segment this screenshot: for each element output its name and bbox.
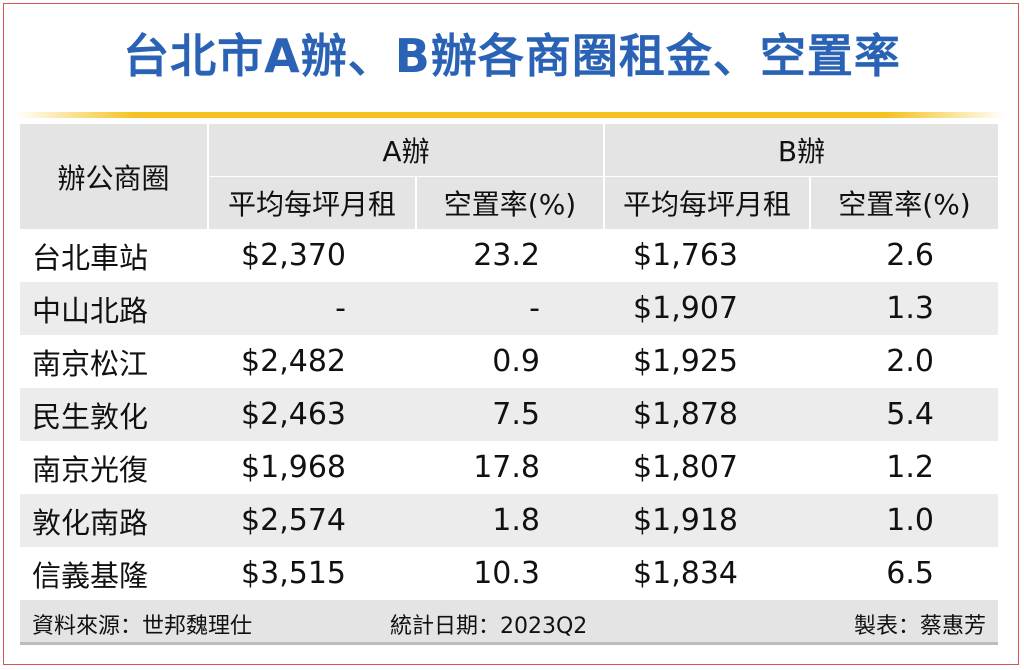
vacancy-a-cell: 7.5 (416, 388, 604, 441)
rent-b-cell: $1,925 (633, 344, 738, 379)
table-row: 中山北路 - - $1,907 1.3 (20, 282, 998, 335)
page-title: 台北市A辦、B辦各商圈租金、空置率 (123, 29, 901, 83)
rent-a-cell: $1,968 (241, 450, 346, 485)
header-rent-b: 平均每坪月租 (603, 176, 810, 229)
rent-b-cell: $1,807 (633, 450, 738, 485)
rent-a-cell: $2,574 (208, 494, 416, 547)
table-row: 民生敦化 $2,463 7.5 $1,878 5.4 (20, 388, 998, 441)
rent-b-cell: $1,878 (604, 388, 810, 441)
rent-a-cell: $2,482 (241, 344, 346, 379)
vacancy-a-cell: 17.8 (473, 450, 540, 485)
vacancy-a-cell: 23.2 (473, 238, 540, 273)
vacancy-a-cell: 10.3 (473, 556, 540, 591)
rent-vacancy-table: 辦公商圈 A辦 B辦 平均每坪月租 空置率(%) 平均每坪月租 空置率(%) 台… (20, 124, 998, 600)
header-row-columns: 平均每坪月租 空置率(%) 平均每坪月租 空置率(%) (20, 176, 998, 229)
statistics-date: 統計日期：2023Q2 (390, 614, 588, 639)
table-row: 台北車站 $2,370 23.2 $1,763 2.6 (20, 229, 998, 282)
header-group-a: A辦 (207, 124, 604, 177)
area-cell: 台北車站 (32, 240, 149, 275)
vacancy-b-cell: 1.3 (810, 282, 998, 335)
header-vacancy-a: 空置率(%) (415, 176, 604, 229)
rent-b-cell: $1,763 (633, 238, 738, 273)
area-cell: 南京松江 (32, 346, 149, 381)
area-cell: 南京光復 (32, 452, 149, 487)
area-cell: 民生敦化 (20, 388, 208, 441)
vacancy-a-cell: - (416, 282, 604, 335)
rent-b-cell: $1,918 (604, 494, 810, 547)
header-vacancy-b: 空置率(%) (809, 176, 998, 229)
table-row: 南京光復 $1,968 17.8 $1,807 1.2 (20, 441, 998, 494)
vacancy-b-cell: 2.0 (886, 344, 934, 379)
area-cell: 信義基隆 (32, 558, 149, 593)
vacancy-a-cell: 1.8 (416, 494, 604, 547)
header-rent-a: 平均每坪月租 (207, 176, 416, 229)
vacancy-b-cell: 5.4 (810, 388, 998, 441)
header-area: 辦公商圈 (20, 124, 208, 229)
vacancy-b-cell: 6.5 (886, 556, 934, 591)
header-row-groups: 辦公商圈 A辦 B辦 (20, 124, 998, 229)
table-row: 信義基隆 $3,515 10.3 $1,834 6.5 (20, 547, 998, 600)
rent-b-cell: $1,834 (633, 556, 738, 591)
rent-a-cell: $2,463 (208, 388, 416, 441)
area-cell: 中山北路 (20, 282, 208, 335)
source-note: 資料來源：世邦魏理仕 (32, 614, 253, 639)
rent-a-cell: $2,370 (241, 238, 346, 273)
vacancy-b-cell: 1.0 (810, 494, 998, 547)
table-row: 敦化南路 $2,574 1.8 $1,918 1.0 (20, 494, 998, 547)
outer-frame (3, 3, 1019, 665)
table-row: 南京松江 $2,482 0.9 $1,925 2.0 (20, 335, 998, 388)
vacancy-a-cell: 0.9 (492, 344, 540, 379)
footer-divider (20, 642, 998, 645)
area-cell: 敦化南路 (20, 494, 208, 547)
rent-a-cell: - (208, 282, 416, 335)
rent-a-cell: $3,515 (241, 556, 346, 591)
vacancy-b-cell: 2.6 (886, 238, 934, 273)
rent-b-cell: $1,907 (604, 282, 810, 335)
header-group-b: B辦 (603, 124, 998, 177)
vacancy-b-cell: 1.2 (886, 450, 934, 485)
table-footer: 資料來源：世邦魏理仕 統計日期：2023Q2 製表：蔡惠芳 (20, 600, 998, 642)
title-accent-bar (16, 112, 1006, 118)
table-maker: 製表：蔡惠芳 (853, 614, 986, 639)
